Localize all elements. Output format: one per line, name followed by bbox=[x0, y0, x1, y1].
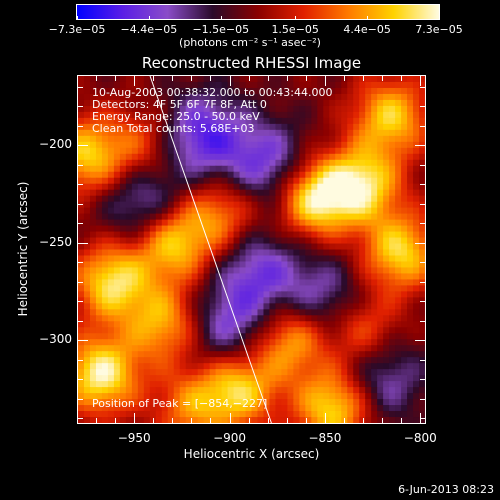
colorbar-tick-label: −1.5e−05 bbox=[192, 23, 250, 36]
annotation-time-range: 10-Aug-2003 00:38:32.000 to 00:43:44.000 bbox=[92, 86, 333, 99]
colorbar-tick-labels: −7.3e−05 −4.4e−05 −1.5e−05 1.5e−05 4.4e−05 7.… bbox=[0, 0, 500, 40]
x-tick-label: −850 bbox=[308, 431, 342, 445]
heatmap-image bbox=[78, 76, 425, 423]
chart-title: Reconstructed RHESSI Image bbox=[141, 54, 362, 72]
colorbar-tick-mark bbox=[77, 16, 78, 20]
plot-area bbox=[77, 75, 426, 424]
x-tick-label: −800 bbox=[403, 431, 437, 445]
colorbar-tick-label: 7.3e−05 bbox=[415, 23, 463, 36]
y-axis-title: Heliocentric Y (arcsec) bbox=[16, 181, 30, 317]
colorbar-tick-mark bbox=[367, 16, 368, 20]
x-tick-label: −950 bbox=[117, 431, 151, 445]
colorbar-tick-mark bbox=[149, 16, 150, 20]
annotation-total-counts: Clean Total counts: 5.68E+03 bbox=[92, 122, 255, 135]
solar-limb-line bbox=[149, 76, 272, 423]
date-stamp: 6-Jun-2013 08:23 bbox=[398, 483, 494, 496]
colorbar-tick-label: −4.4e−05 bbox=[120, 23, 178, 36]
annotation-peak-position: Position of Peak = [−854,−227] bbox=[92, 397, 268, 410]
annotation-detectors: Detectors: 4F 5F 6F 7F 8F, Att 0 bbox=[92, 98, 267, 111]
colorbar-tick-label: 1.5e−05 bbox=[271, 23, 319, 36]
colorbar-fill bbox=[77, 5, 439, 19]
colorbar-tick-label: 4.4e−05 bbox=[343, 23, 391, 36]
colorbar-tick-mark bbox=[221, 16, 222, 20]
y-tick-label: −300 bbox=[39, 332, 72, 347]
colorbar-tick-label: −7.3e−05 bbox=[48, 23, 106, 36]
colorbar-units: (photons cm⁻² s⁻¹ asec⁻²) bbox=[179, 36, 321, 49]
annotation-energy-range: Energy Range: 25.0 - 50.0 keV bbox=[92, 110, 260, 123]
colorbar-gradient bbox=[77, 5, 439, 19]
colorbar-tick-mark bbox=[439, 16, 440, 20]
x-axis-title: Heliocentric X (arcsec) bbox=[183, 447, 320, 461]
colorbar-tick-mark bbox=[295, 16, 296, 20]
x-tick-label: −900 bbox=[213, 431, 247, 445]
colorbar bbox=[76, 4, 440, 20]
y-tick-label: −200 bbox=[39, 137, 72, 152]
